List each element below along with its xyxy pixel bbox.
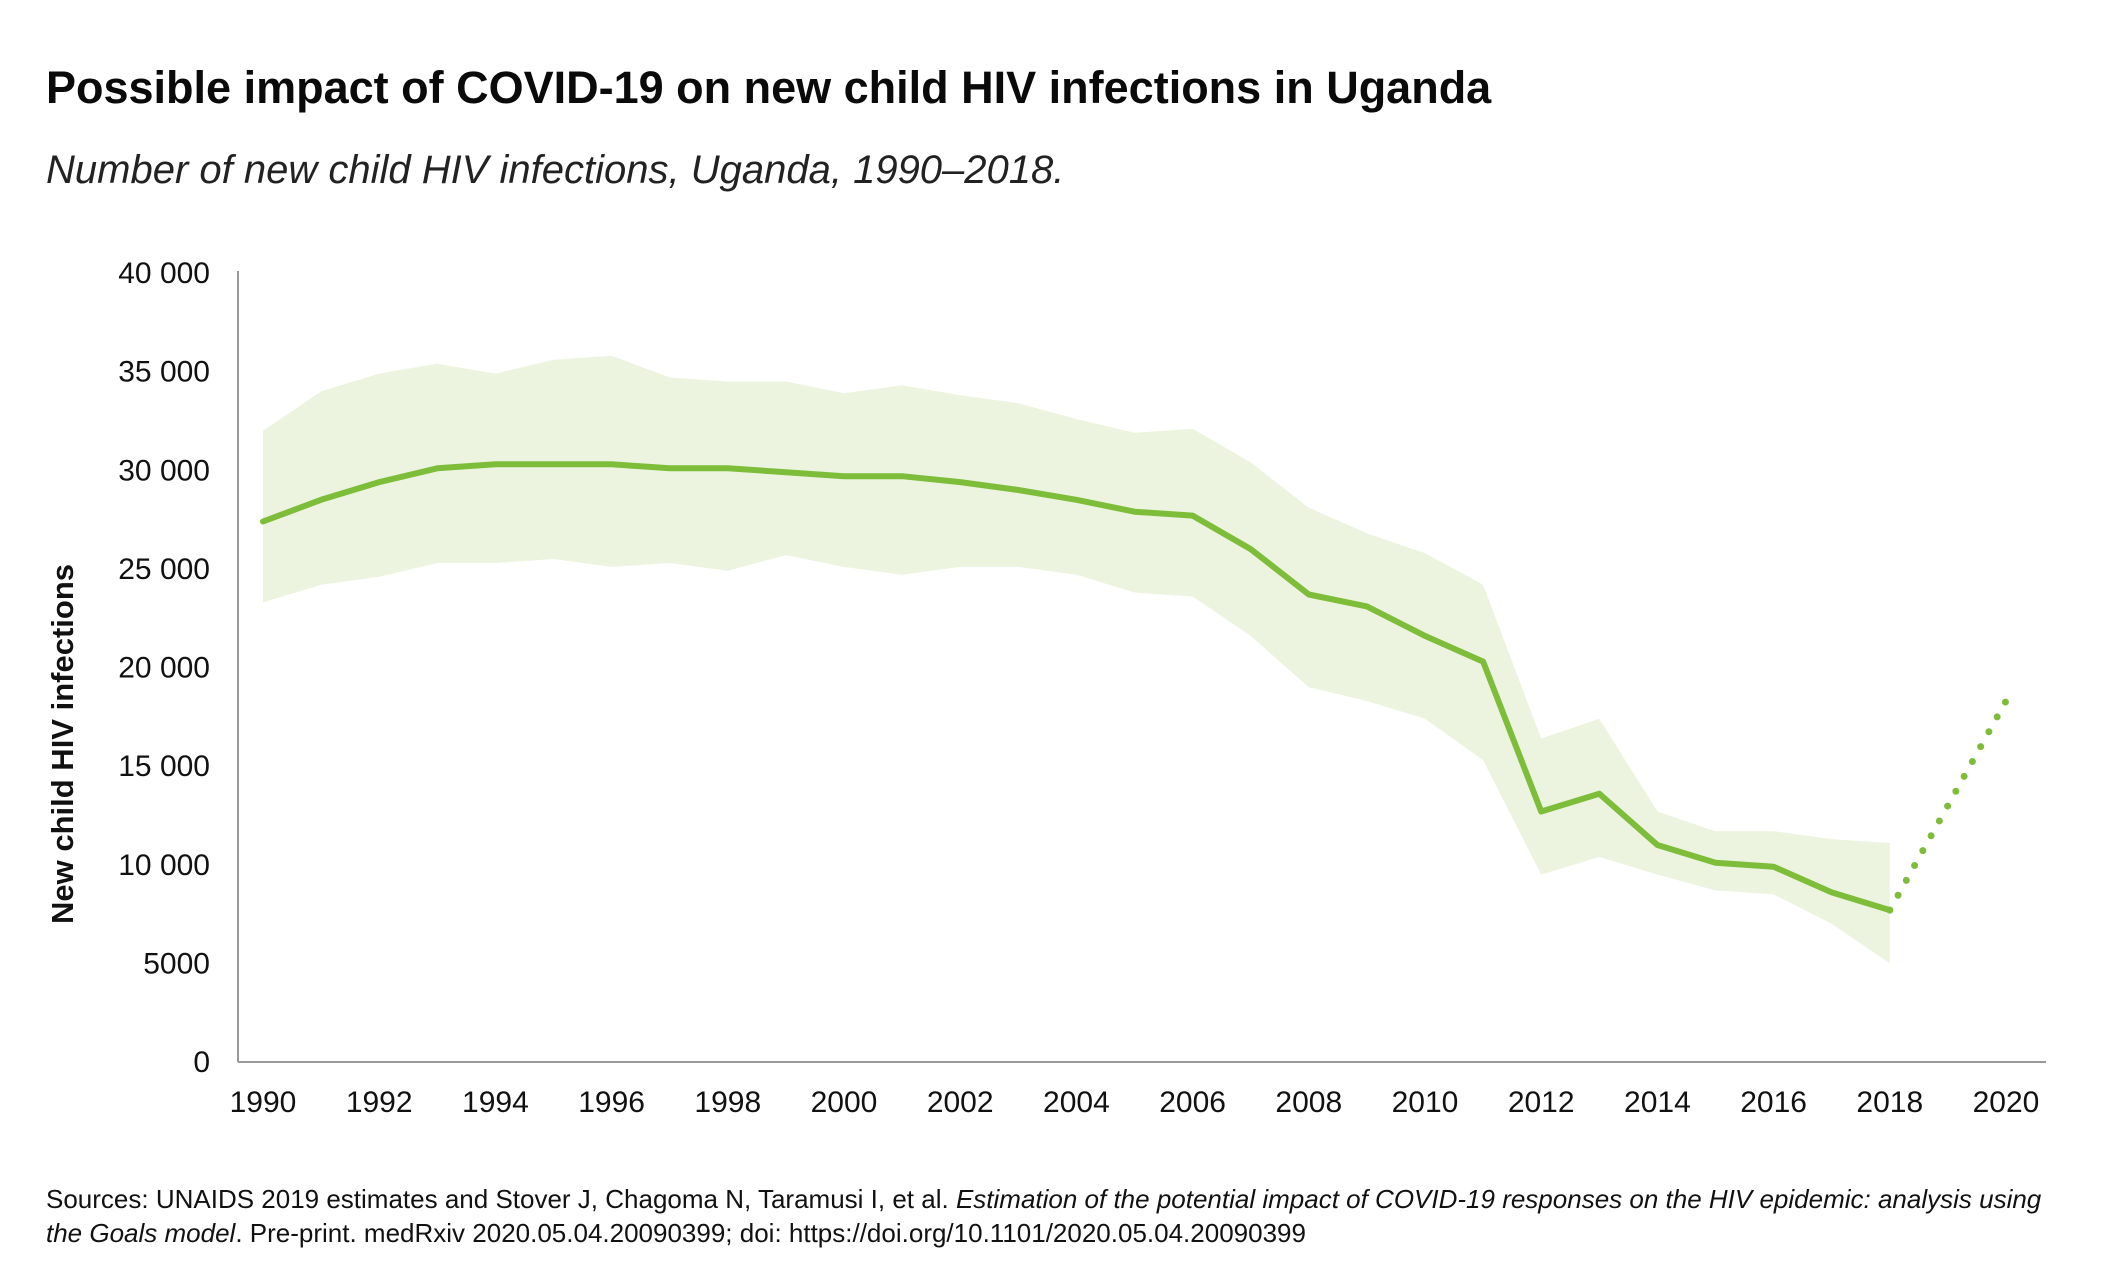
line-chart: New child HIV infections 0 5000 10 000 15 0…: [45, 257, 2046, 1119]
x-tick-label: 2012: [1508, 1086, 1575, 1119]
x-tick-label: 2010: [1392, 1086, 1459, 1119]
x-tick-label: 2006: [1159, 1086, 1226, 1119]
y-tick-label: 40 000: [118, 257, 210, 290]
y-tick-label: 25 000: [118, 553, 210, 586]
x-tick-label: 1990: [230, 1086, 297, 1119]
y-tick-label: 20 000: [118, 652, 210, 685]
source-prefix: Sources: UNAIDS 2019 estimates and Stove…: [46, 1184, 956, 1214]
estimate-line: [260, 461, 1893, 914]
y-tick-label: 35 000: [118, 356, 210, 389]
source-note: Sources: UNAIDS 2019 estimates and Stove…: [46, 1182, 2076, 1250]
x-tick-label: 1994: [462, 1086, 529, 1119]
projection-line-dotted: [1886, 697, 2010, 914]
x-tick-label: 2014: [1624, 1086, 1691, 1119]
chart-subtitle: Number of new child HIV infections, Ugan…: [46, 148, 1065, 192]
chart-title: Possible impact of COVID-19 on new child…: [46, 62, 1492, 113]
x-tick-label: 2008: [1275, 1086, 1342, 1119]
x-tick-label: 1996: [578, 1086, 645, 1119]
uncertainty-band: [263, 355, 1890, 964]
source-title: Estimation of the potential impact of CO…: [46, 1184, 2042, 1248]
y-tick-label: 10 000: [118, 849, 210, 882]
x-tick-label: 2004: [1043, 1086, 1110, 1119]
y-tick-label: 0: [193, 1046, 210, 1079]
y-axis-label: New child HIV infections: [45, 564, 80, 924]
y-tick-label: 5000: [143, 947, 210, 980]
y-tick-label: 15 000: [118, 750, 210, 783]
x-tick-label: 2018: [1856, 1086, 1923, 1119]
x-tick-label: 2016: [1740, 1086, 1807, 1119]
y-tick-label: 30 000: [118, 454, 210, 487]
x-tick-label: 2000: [811, 1086, 878, 1119]
x-tick-label: 2020: [1973, 1086, 2040, 1119]
x-tick-label: 1998: [694, 1086, 761, 1119]
x-tick-label: 1992: [346, 1086, 413, 1119]
source-suffix: . Pre-print. medRxiv 2020.05.04.20090399…: [235, 1218, 1306, 1248]
x-tick-label: 2002: [927, 1086, 994, 1119]
